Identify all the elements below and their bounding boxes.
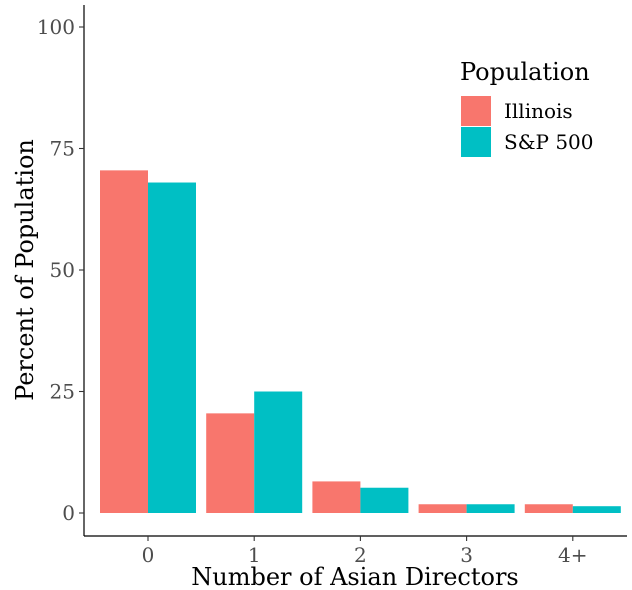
legend-label-illinois: Illinois bbox=[504, 99, 573, 123]
bar-illinois-0 bbox=[100, 170, 148, 513]
y-tick-label: 25 bbox=[50, 380, 75, 404]
y-tick-label: 0 bbox=[62, 501, 75, 525]
y-axis-title: Percent of Population bbox=[11, 139, 39, 401]
y-tick-label: 50 bbox=[50, 258, 75, 282]
bar-sp500-2 bbox=[360, 487, 409, 513]
bar-sp500-3 bbox=[466, 504, 515, 513]
y-axis-ticks: 0 25 50 75 100 bbox=[37, 15, 84, 525]
y-tick-label: 100 bbox=[37, 15, 75, 39]
legend-title: Population bbox=[460, 58, 590, 86]
x-tick-label: 1 bbox=[248, 543, 261, 567]
x-tick-label: 0 bbox=[142, 543, 155, 567]
x-tick-label: 3 bbox=[460, 543, 473, 567]
legend-swatch-sp500 bbox=[461, 127, 491, 157]
bar-illinois-3 bbox=[418, 504, 467, 513]
legend-swatch-illinois bbox=[461, 96, 491, 126]
bars-layer bbox=[100, 170, 621, 513]
x-tick-label: 4+ bbox=[558, 543, 587, 567]
x-axis-ticks: 0 1 2 3 4+ bbox=[142, 536, 588, 567]
legend-label-sp500: S&P 500 bbox=[504, 130, 594, 154]
bar-sp500-1 bbox=[254, 391, 303, 513]
bar-illinois-1 bbox=[206, 413, 255, 513]
y-tick-label: 75 bbox=[50, 137, 75, 161]
legend: Population Illinois S&P 500 bbox=[460, 58, 594, 157]
bar-sp500-4 bbox=[572, 506, 621, 513]
bar-illinois-4 bbox=[524, 504, 573, 513]
x-axis-title: Number of Asian Directors bbox=[191, 563, 518, 590]
x-tick-label: 2 bbox=[354, 543, 367, 567]
bar-sp500-0 bbox=[148, 182, 196, 513]
bar-illinois-2 bbox=[312, 481, 361, 513]
